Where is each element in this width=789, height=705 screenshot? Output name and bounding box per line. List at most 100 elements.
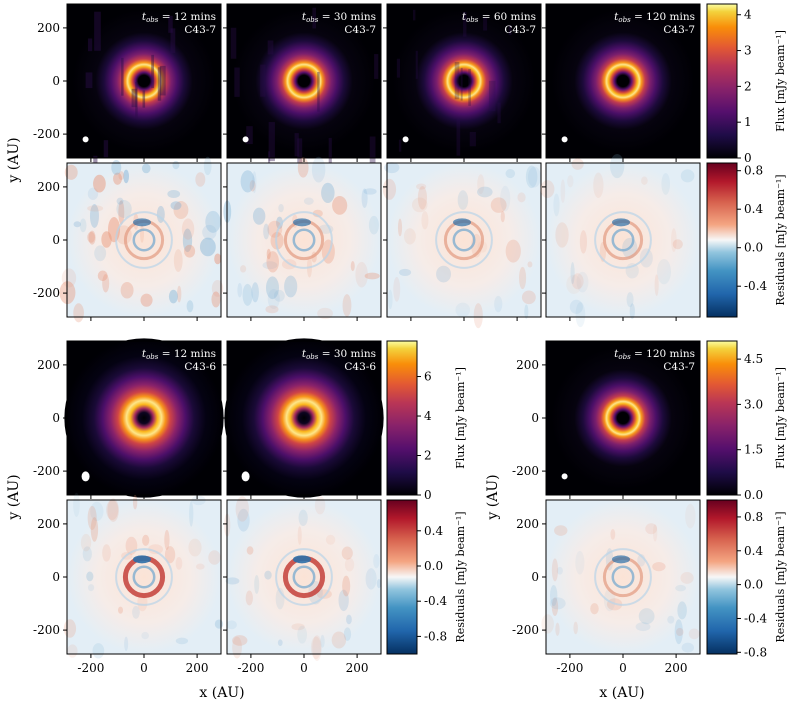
positive-residual	[245, 590, 253, 606]
colorbar-4: 0.0 1.5 3.0 4.5 Flux [mJy beam⁻¹]	[706, 340, 787, 502]
positive-residual	[142, 534, 150, 546]
inner-ring-residual	[132, 228, 156, 252]
negative-residual	[629, 303, 635, 320]
positive-residual	[685, 503, 696, 529]
x-tick-label: 200	[346, 661, 369, 675]
colorbar-tick-label: 6	[424, 370, 432, 384]
negative-residual-arc	[133, 218, 151, 227]
negative-residual	[675, 584, 687, 592]
labels-layer: y (AU) y (AU) y (AU) x (AU) x (AU)	[6, 137, 645, 701]
positive-residual	[364, 272, 380, 280]
positive-residual	[195, 172, 206, 187]
t-symbol: t	[302, 11, 307, 23]
inner-ring-residual	[611, 228, 635, 252]
beam-ellipse	[82, 136, 89, 143]
positive-residual	[113, 172, 123, 185]
negative-residual	[141, 631, 150, 640]
positive-residual	[87, 505, 97, 530]
positive-residual	[208, 550, 221, 565]
negative-residual	[455, 302, 471, 318]
positive-residual	[566, 274, 582, 295]
positive-residual	[148, 544, 164, 555]
positive-residual	[393, 276, 401, 302]
colorbars-layer: 0 1 2 3 4 Flux [mJy beam⁻¹] -0.4 0.0 0.4 0.8 Resid…	[386, 3, 787, 659]
y-tick-label: -200	[33, 623, 60, 637]
negative-residual	[254, 575, 260, 594]
observation-time-value: = 12 mins	[158, 11, 216, 23]
noise-stripe	[297, 138, 303, 163]
negative-residual	[388, 289, 393, 310]
negative-residual	[635, 622, 651, 632]
positive-residual	[382, 178, 397, 200]
negative-residual	[252, 207, 266, 225]
colorbar-tick-label: 2	[744, 79, 752, 93]
observation-time-label: tobs = 120 mins	[614, 348, 695, 361]
positive-residual	[101, 231, 112, 248]
colorbar-tick-label: -0.4	[744, 279, 768, 293]
negative-residual	[168, 289, 178, 304]
positive-residual	[118, 171, 125, 181]
observation-time-label: tobs = 120 mins	[614, 11, 695, 24]
noise-stripe	[142, 90, 146, 108]
colorbar-tick-label: 0.0	[744, 241, 763, 255]
y-tick-label: 0	[52, 233, 60, 247]
positive-residual	[310, 636, 322, 660]
y-tick-label: -200	[33, 286, 60, 300]
noise-stripe	[374, 54, 379, 79]
positive-residual	[211, 280, 224, 297]
observation-time-label: tobs = 12 mins	[142, 11, 216, 24]
colorbar-tick-label: 4.5	[744, 352, 763, 366]
negative-residual	[363, 188, 377, 195]
negative-residual	[89, 204, 99, 228]
beam-ellipse	[561, 473, 568, 480]
outer-residual-ring	[275, 211, 333, 269]
negative-residual	[167, 189, 181, 199]
observation-time-value: = 30 mins	[318, 348, 376, 360]
x-tick-label: 200	[186, 661, 209, 675]
x-tick-label: -200	[237, 661, 264, 675]
noise-stripe	[317, 71, 320, 112]
positive-residual	[177, 285, 182, 303]
negative-residual	[278, 203, 284, 213]
colorbar-gradient	[706, 3, 738, 159]
array-configuration-label: C43-7	[663, 361, 695, 373]
negative-residual	[189, 500, 194, 527]
y-axis-label-bottom-right: y (AU)	[485, 474, 501, 520]
noise-stripe	[159, 65, 166, 96]
negative-residual	[674, 619, 683, 645]
positive-residual	[73, 303, 84, 323]
noise-stripe	[396, 58, 401, 78]
colorbar-5: -0.8 -0.4 0.0 0.4 0.8 Residuals [mJy beam⁻¹]	[706, 499, 787, 659]
colorbar-tick-label: 0.4	[424, 524, 443, 538]
negative-residual	[284, 275, 298, 298]
array-configuration-label: C43-6	[344, 361, 376, 373]
y-tick-label: 0	[52, 411, 60, 425]
negative-residual	[251, 282, 259, 303]
positive-residual	[118, 200, 125, 225]
positive-residual	[579, 230, 588, 254]
positive-residual	[676, 627, 684, 637]
positive-residual	[518, 266, 527, 290]
y-tick-label: -200	[33, 464, 60, 478]
positive-residual	[211, 291, 221, 308]
positive-residual	[490, 197, 507, 213]
y-tick-label: 0	[531, 570, 539, 584]
colorbar-tick-label: 3	[744, 44, 752, 58]
negative-residual	[199, 237, 216, 257]
inner-ring-residual	[132, 565, 156, 589]
beam-ellipse	[242, 136, 249, 143]
outer-residual-ring	[435, 211, 493, 269]
negative-residual	[368, 215, 379, 235]
negative-residual-arc	[293, 555, 311, 564]
positive-residual	[61, 268, 77, 288]
colorbar-tick-label: 0.0	[424, 559, 443, 573]
positive-residual	[540, 180, 555, 198]
positive-residual	[195, 563, 205, 570]
colorbar-gradient	[706, 162, 738, 318]
positive-residual	[593, 172, 604, 198]
negative-residual	[661, 173, 671, 195]
beam-ellipse	[81, 471, 90, 482]
positive-residual	[645, 523, 658, 535]
